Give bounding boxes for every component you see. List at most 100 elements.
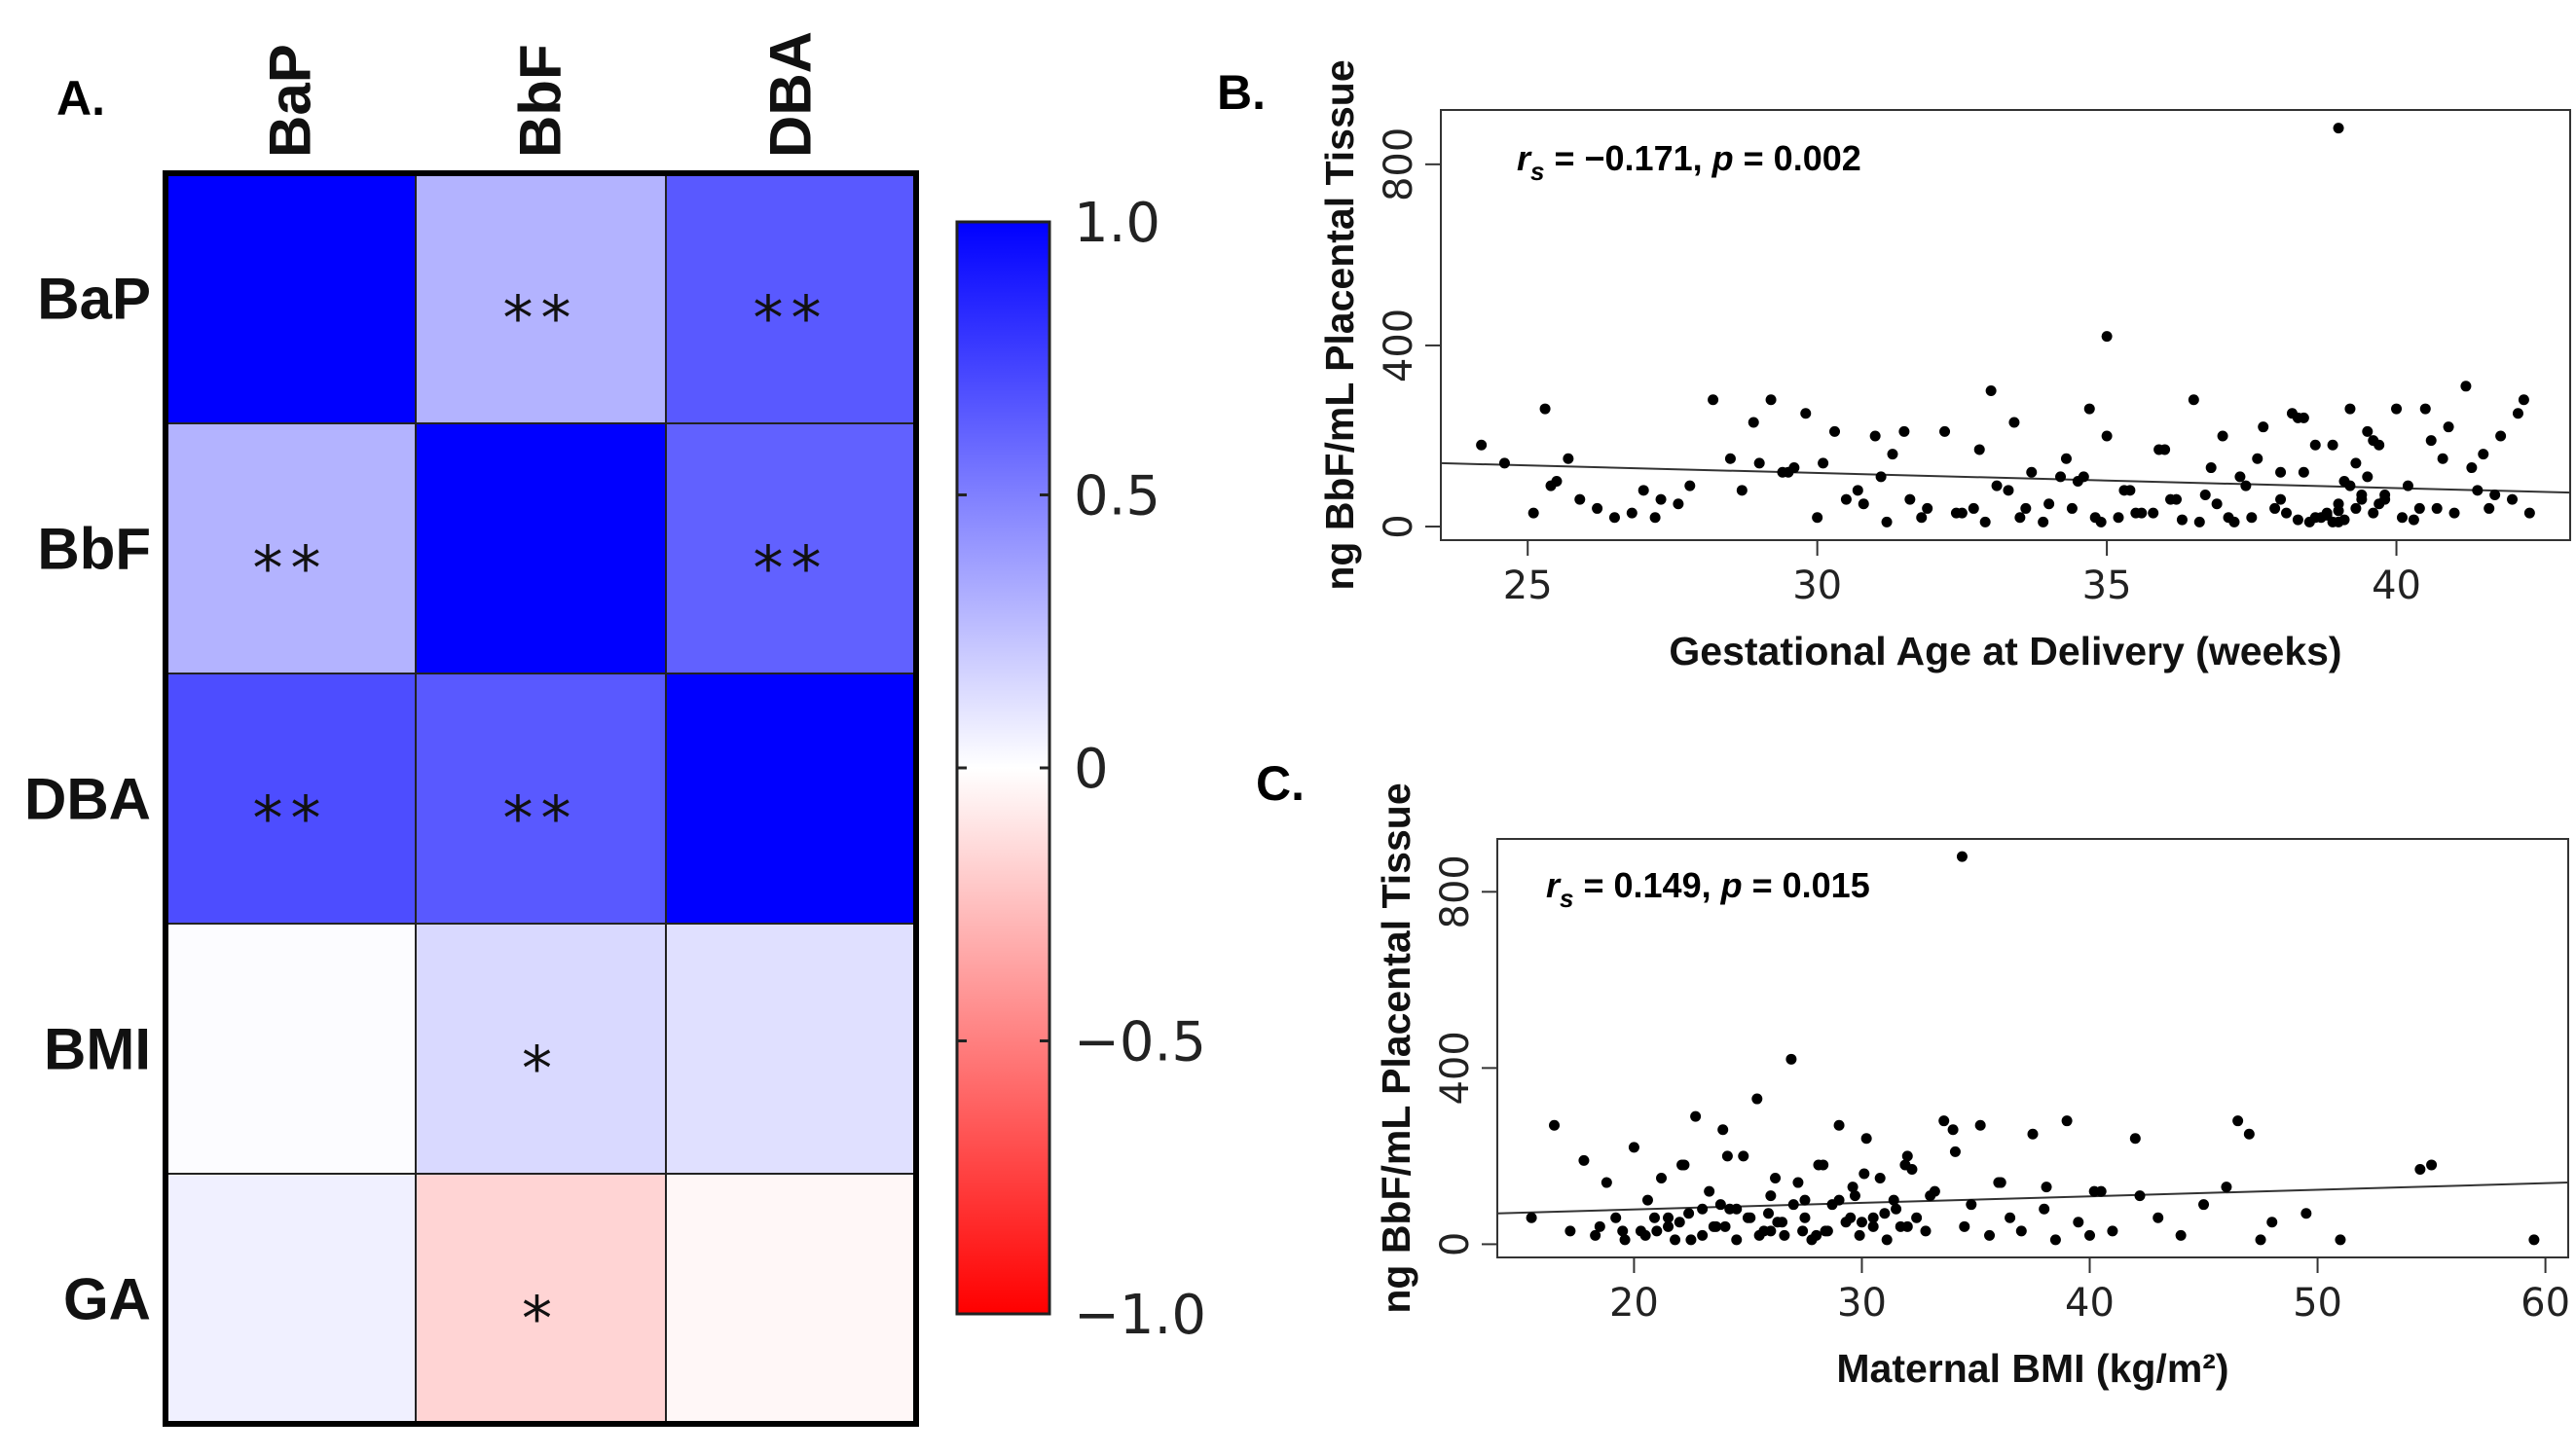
data-point [2176, 514, 2188, 526]
data-point [2518, 394, 2529, 406]
heatmap-cell [665, 1173, 917, 1425]
data-point [2379, 489, 2391, 500]
data-point [2134, 1190, 2146, 1202]
data-point [1731, 1234, 1743, 1246]
x-axis-label: Gestational Age at Delivery (weeks) [1669, 629, 2341, 673]
data-point [1498, 457, 1510, 469]
heatmap-cell [665, 422, 917, 674]
data-point [2153, 1212, 2164, 1223]
data-point [1610, 1212, 1622, 1223]
data-point [2350, 457, 2362, 469]
data-point [1748, 417, 1759, 428]
data-point [1697, 1229, 1709, 1241]
data-point [2088, 1185, 2100, 1197]
data-point [1574, 493, 1586, 505]
data-point [1656, 1173, 1668, 1184]
data-point [1968, 502, 1979, 514]
regression-line [1496, 1182, 2569, 1215]
data-point [2175, 1229, 2187, 1241]
data-point [2240, 480, 2252, 491]
significance-stars: ** [503, 783, 579, 855]
data-point [2327, 439, 2338, 451]
data-point [1858, 498, 1869, 510]
data-point [1959, 1220, 1970, 1232]
data-point [2055, 471, 2067, 483]
row-label: DBA [24, 767, 151, 832]
data-point [1731, 1203, 1743, 1215]
data-point [2008, 417, 2020, 428]
data-point [2344, 403, 2356, 415]
y-tick-label: 800 [1377, 127, 1421, 201]
data-point [1708, 394, 1719, 406]
x-tick-label: 60 [2521, 1281, 2570, 1326]
data-point [1847, 1182, 1858, 1193]
x-tick-label: 30 [1837, 1281, 1887, 1326]
data-point [1899, 1159, 1911, 1171]
data-point [1649, 512, 1661, 524]
heatmap-cell [165, 1173, 417, 1425]
data-point [1641, 1194, 1653, 1206]
data-point [1736, 485, 1748, 496]
data-point [2466, 462, 2478, 474]
data-point [1685, 1234, 1697, 1246]
data-point [1888, 1194, 1899, 1206]
data-point [1947, 1124, 1959, 1136]
data-point [1753, 1229, 1765, 1241]
row-label: GA [63, 1267, 151, 1332]
significance-stars: ** [253, 533, 329, 604]
data-point [2258, 421, 2269, 433]
data-point [2460, 381, 2472, 392]
p-value: = 0.015 [1743, 865, 1870, 905]
data-point [2489, 489, 2501, 500]
data-point [1995, 1177, 2006, 1188]
data-point [1956, 851, 1968, 862]
data-point [1719, 1220, 1731, 1232]
data-point [1770, 1173, 1782, 1184]
data-point [2298, 412, 2309, 423]
data-point [2281, 507, 2293, 519]
p-symbol: p [1720, 865, 1743, 905]
significance-stars: * [522, 1284, 560, 1355]
x-tick-label: 35 [2082, 564, 2132, 608]
data-point [2269, 502, 2281, 514]
y-tick-label: 0 [1433, 1232, 1478, 1256]
data-point [1777, 466, 1788, 478]
data-point [1763, 1208, 1775, 1219]
data-point [2528, 1234, 2540, 1246]
significance-stars: ** [253, 783, 329, 855]
data-point [1578, 1154, 1590, 1166]
data-point [1891, 1203, 1902, 1215]
data-point [1601, 1177, 1612, 1188]
data-point [1881, 1234, 1893, 1246]
data-point [1788, 462, 1800, 474]
data-point [2495, 430, 2507, 442]
data-point [2027, 1128, 2039, 1140]
data-point [1973, 444, 1985, 455]
data-point [2344, 480, 2356, 491]
data-point [1721, 1150, 1733, 1162]
data-point [1911, 1212, 1923, 1223]
data-point [1655, 493, 1667, 505]
panel-label-a: A. [56, 71, 105, 126]
heatmap-cell [665, 673, 917, 925]
data-point [2026, 466, 2038, 478]
data-point [2188, 394, 2199, 406]
data-point [2003, 485, 2014, 496]
data-point [1829, 425, 1841, 437]
data-point [2234, 471, 2246, 483]
data-point [1799, 1212, 1811, 1223]
data-point [1991, 480, 2003, 491]
data-point [2198, 1199, 2210, 1211]
data-point [1670, 1234, 1681, 1246]
data-point [2309, 512, 2321, 524]
data-point [2073, 1217, 2084, 1228]
y-tick-label: 0 [1377, 514, 1421, 538]
colorbar-tick-label: 0.5 [1074, 465, 1160, 528]
data-point [1648, 1212, 1660, 1223]
data-point [1663, 1212, 1674, 1223]
data-point [2129, 1133, 2141, 1145]
data-point [1939, 425, 1951, 437]
data-point [1979, 516, 1991, 527]
regression-line [1440, 461, 2571, 494]
